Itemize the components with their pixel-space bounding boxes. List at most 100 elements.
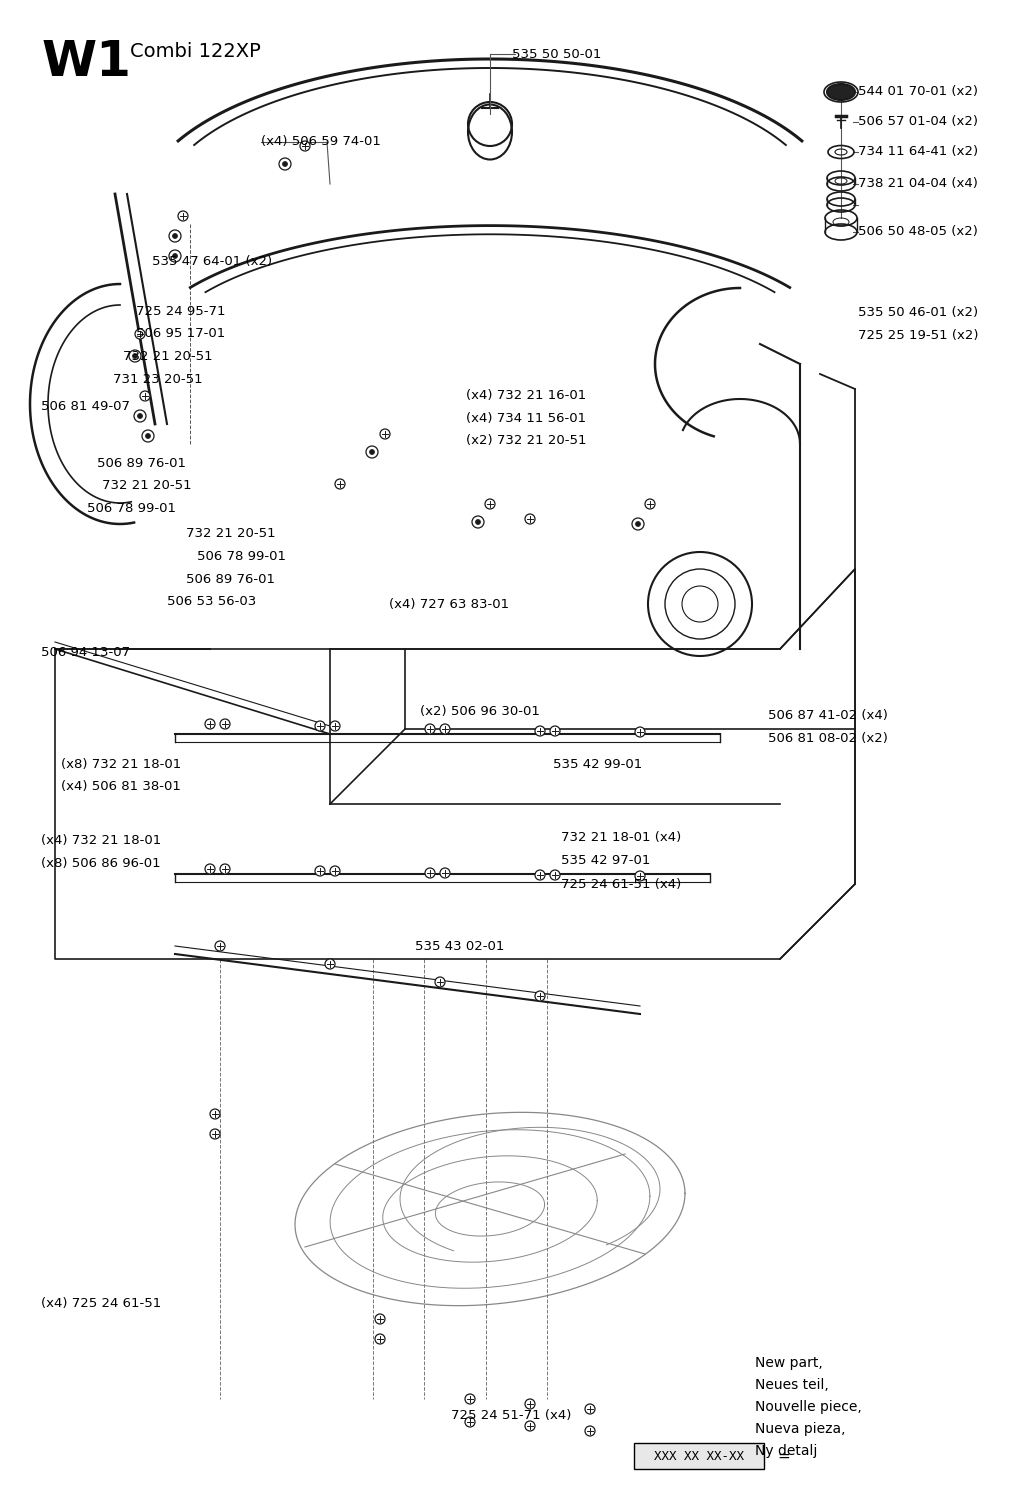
Circle shape <box>550 869 560 880</box>
Text: 734 11 64-41 (x2): 734 11 64-41 (x2) <box>858 146 978 158</box>
Circle shape <box>210 1108 220 1119</box>
Text: 506 94 13-07: 506 94 13-07 <box>41 647 130 659</box>
Circle shape <box>525 1399 535 1409</box>
Text: Combi 122XP: Combi 122XP <box>130 42 261 62</box>
Circle shape <box>145 433 151 439</box>
Text: 506 53 56-03: 506 53 56-03 <box>167 596 256 608</box>
Circle shape <box>525 1421 535 1430</box>
Text: 732 21 18-01 (x4): 732 21 18-01 (x4) <box>561 832 681 844</box>
Text: Nueva pieza,: Nueva pieza, <box>755 1421 846 1436</box>
Ellipse shape <box>827 84 855 99</box>
Text: 738 21 04-04 (x4): 738 21 04-04 (x4) <box>858 177 978 190</box>
Circle shape <box>205 863 215 874</box>
Text: 506 81 08-02 (x2): 506 81 08-02 (x2) <box>768 732 888 744</box>
Circle shape <box>465 1417 475 1427</box>
Circle shape <box>210 1130 220 1139</box>
Circle shape <box>205 719 215 729</box>
Text: 506 95 17-01: 506 95 17-01 <box>136 328 225 340</box>
Circle shape <box>535 869 545 880</box>
Circle shape <box>134 411 146 423</box>
Circle shape <box>472 516 484 528</box>
Circle shape <box>283 161 288 167</box>
Text: 732 21 20-51: 732 21 20-51 <box>102 480 193 492</box>
Text: 506 81 49-07: 506 81 49-07 <box>41 400 130 412</box>
Text: 506 50 48-05 (x2): 506 50 48-05 (x2) <box>858 226 978 238</box>
Text: (x2) 732 21 20-51: (x2) 732 21 20-51 <box>466 435 587 447</box>
Text: 506 78 99-01: 506 78 99-01 <box>197 550 286 562</box>
Text: W1: W1 <box>42 38 132 86</box>
Text: 506 89 76-01: 506 89 76-01 <box>186 573 275 585</box>
Circle shape <box>440 868 450 878</box>
Circle shape <box>375 1334 385 1345</box>
Circle shape <box>425 868 435 878</box>
Text: (x8) 732 21 18-01: (x8) 732 21 18-01 <box>61 758 181 770</box>
Circle shape <box>485 499 495 508</box>
Text: (x4) 732 21 16-01: (x4) 732 21 16-01 <box>466 390 586 402</box>
Text: 535 42 99-01: 535 42 99-01 <box>553 758 642 770</box>
Text: =: = <box>777 1448 790 1463</box>
Text: 535 50 46-01 (x2): 535 50 46-01 (x2) <box>858 307 978 319</box>
Circle shape <box>525 514 535 523</box>
Text: (x4) 725 24 61-51: (x4) 725 24 61-51 <box>41 1298 161 1310</box>
Circle shape <box>330 866 340 875</box>
Text: 535 43 02-01: 535 43 02-01 <box>415 940 504 952</box>
Circle shape <box>635 726 645 737</box>
Circle shape <box>366 447 378 459</box>
Circle shape <box>315 720 325 731</box>
Circle shape <box>636 522 640 526</box>
Text: 535 47 64-01 (x2): 535 47 64-01 (x2) <box>152 256 271 268</box>
Circle shape <box>129 350 141 362</box>
Text: 506 87 41-02 (x4): 506 87 41-02 (x4) <box>768 710 888 722</box>
Circle shape <box>132 353 137 358</box>
Circle shape <box>220 863 230 874</box>
Circle shape <box>475 519 480 525</box>
Text: 544 01 70-01 (x2): 544 01 70-01 (x2) <box>858 86 978 98</box>
Text: Ny detalj: Ny detalj <box>755 1444 817 1457</box>
Circle shape <box>632 517 644 529</box>
Text: 731 23 20-51: 731 23 20-51 <box>113 373 203 385</box>
Circle shape <box>435 978 445 987</box>
Text: 725 24 61-51 (x4): 725 24 61-51 (x4) <box>561 878 681 890</box>
Circle shape <box>645 499 655 508</box>
Text: 535 50 50-01: 535 50 50-01 <box>512 48 601 60</box>
Circle shape <box>425 723 435 734</box>
Circle shape <box>585 1405 595 1414</box>
Text: 732 21 20-51: 732 21 20-51 <box>186 528 276 540</box>
Circle shape <box>300 141 310 150</box>
Text: (x4) 506 59 74-01: (x4) 506 59 74-01 <box>261 135 381 147</box>
Circle shape <box>335 478 345 489</box>
Text: (x4) 506 81 38-01: (x4) 506 81 38-01 <box>61 781 181 793</box>
Circle shape <box>440 723 450 734</box>
Circle shape <box>535 991 545 1002</box>
Circle shape <box>172 233 177 239</box>
Text: Neues teil,: Neues teil, <box>755 1378 828 1393</box>
Text: Nouvelle piece,: Nouvelle piece, <box>755 1400 862 1414</box>
Circle shape <box>465 1394 475 1405</box>
Text: New part,: New part, <box>755 1357 822 1370</box>
Circle shape <box>172 254 177 259</box>
Text: 725 25 19-51 (x2): 725 25 19-51 (x2) <box>858 329 979 341</box>
Circle shape <box>142 430 154 442</box>
Circle shape <box>370 450 375 454</box>
Text: 506 78 99-01: 506 78 99-01 <box>87 502 176 514</box>
Text: 725 24 95-71: 725 24 95-71 <box>136 305 225 317</box>
Text: 506 57 01-04 (x2): 506 57 01-04 (x2) <box>858 116 978 128</box>
Text: (x4) 732 21 18-01: (x4) 732 21 18-01 <box>41 835 161 847</box>
Circle shape <box>169 250 181 262</box>
Circle shape <box>380 429 390 439</box>
Circle shape <box>169 230 181 242</box>
FancyBboxPatch shape <box>634 1442 764 1469</box>
Text: (x4) 727 63 83-01: (x4) 727 63 83-01 <box>389 599 509 611</box>
Circle shape <box>135 329 145 338</box>
Circle shape <box>635 871 645 881</box>
Text: (x4) 734 11 56-01: (x4) 734 11 56-01 <box>466 412 586 424</box>
Text: 506 89 76-01: 506 89 76-01 <box>97 457 186 469</box>
Circle shape <box>220 719 230 729</box>
Circle shape <box>137 414 142 418</box>
Circle shape <box>585 1426 595 1436</box>
Circle shape <box>375 1314 385 1324</box>
Text: 732 21 20-51: 732 21 20-51 <box>123 350 213 362</box>
Circle shape <box>330 720 340 731</box>
Circle shape <box>215 942 225 951</box>
Circle shape <box>279 158 291 170</box>
